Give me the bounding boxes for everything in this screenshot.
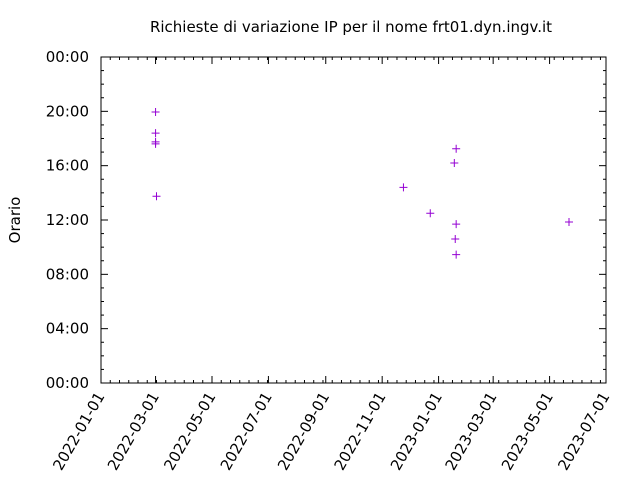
y-tick-label: 16:00 [46, 157, 89, 175]
x-tick-label: 2023-07-01 [554, 389, 613, 474]
data-point [152, 192, 161, 201]
y-tick-label: 12:00 [46, 211, 89, 229]
y-axis-label: Orario [6, 197, 24, 244]
plot-area-frame [100, 56, 607, 384]
x-tick-label: 2022-01-01 [49, 389, 108, 474]
data-point [565, 218, 574, 227]
x-tick-label: 2023-03-01 [441, 389, 500, 474]
x-tick-label: 2022-07-01 [217, 389, 276, 474]
data-point [450, 158, 459, 167]
x-tick-label: 2022-05-01 [160, 389, 219, 474]
x-tick-label: 2023-05-01 [498, 389, 557, 474]
y-tick-label: 20:00 [46, 102, 89, 120]
chart-title: Richieste di variazione IP per il nome f… [150, 18, 552, 36]
data-point [151, 139, 160, 148]
data-point [452, 220, 461, 229]
data-point [451, 235, 460, 244]
data-point [452, 250, 461, 259]
minor-ticks [101, 57, 606, 383]
data-point [151, 108, 160, 117]
x-tick-label: 2023-01-01 [387, 389, 446, 474]
data-point [399, 183, 408, 192]
y-tick-label: 00:00 [46, 48, 89, 66]
data-point [452, 144, 461, 153]
data-points [151, 108, 574, 259]
data-point [151, 129, 160, 138]
data-point [426, 209, 435, 218]
x-tick-label: 2022-09-01 [274, 389, 333, 474]
x-tick-label: 2022-03-01 [104, 389, 163, 474]
y-tick-label: 00:00 [46, 374, 89, 392]
y-tick-label: 04:00 [46, 320, 89, 338]
y-axis-ticks: 00:00 04:00 08:00 12:00 16:00 20:00 00:00 [46, 48, 606, 392]
x-tick-label: 2022-11-01 [330, 389, 389, 474]
y-tick-label: 08:00 [46, 265, 89, 283]
x-axis-ticks: 2022-01-012022-03-012022-05-012022-07-01… [49, 57, 613, 474]
